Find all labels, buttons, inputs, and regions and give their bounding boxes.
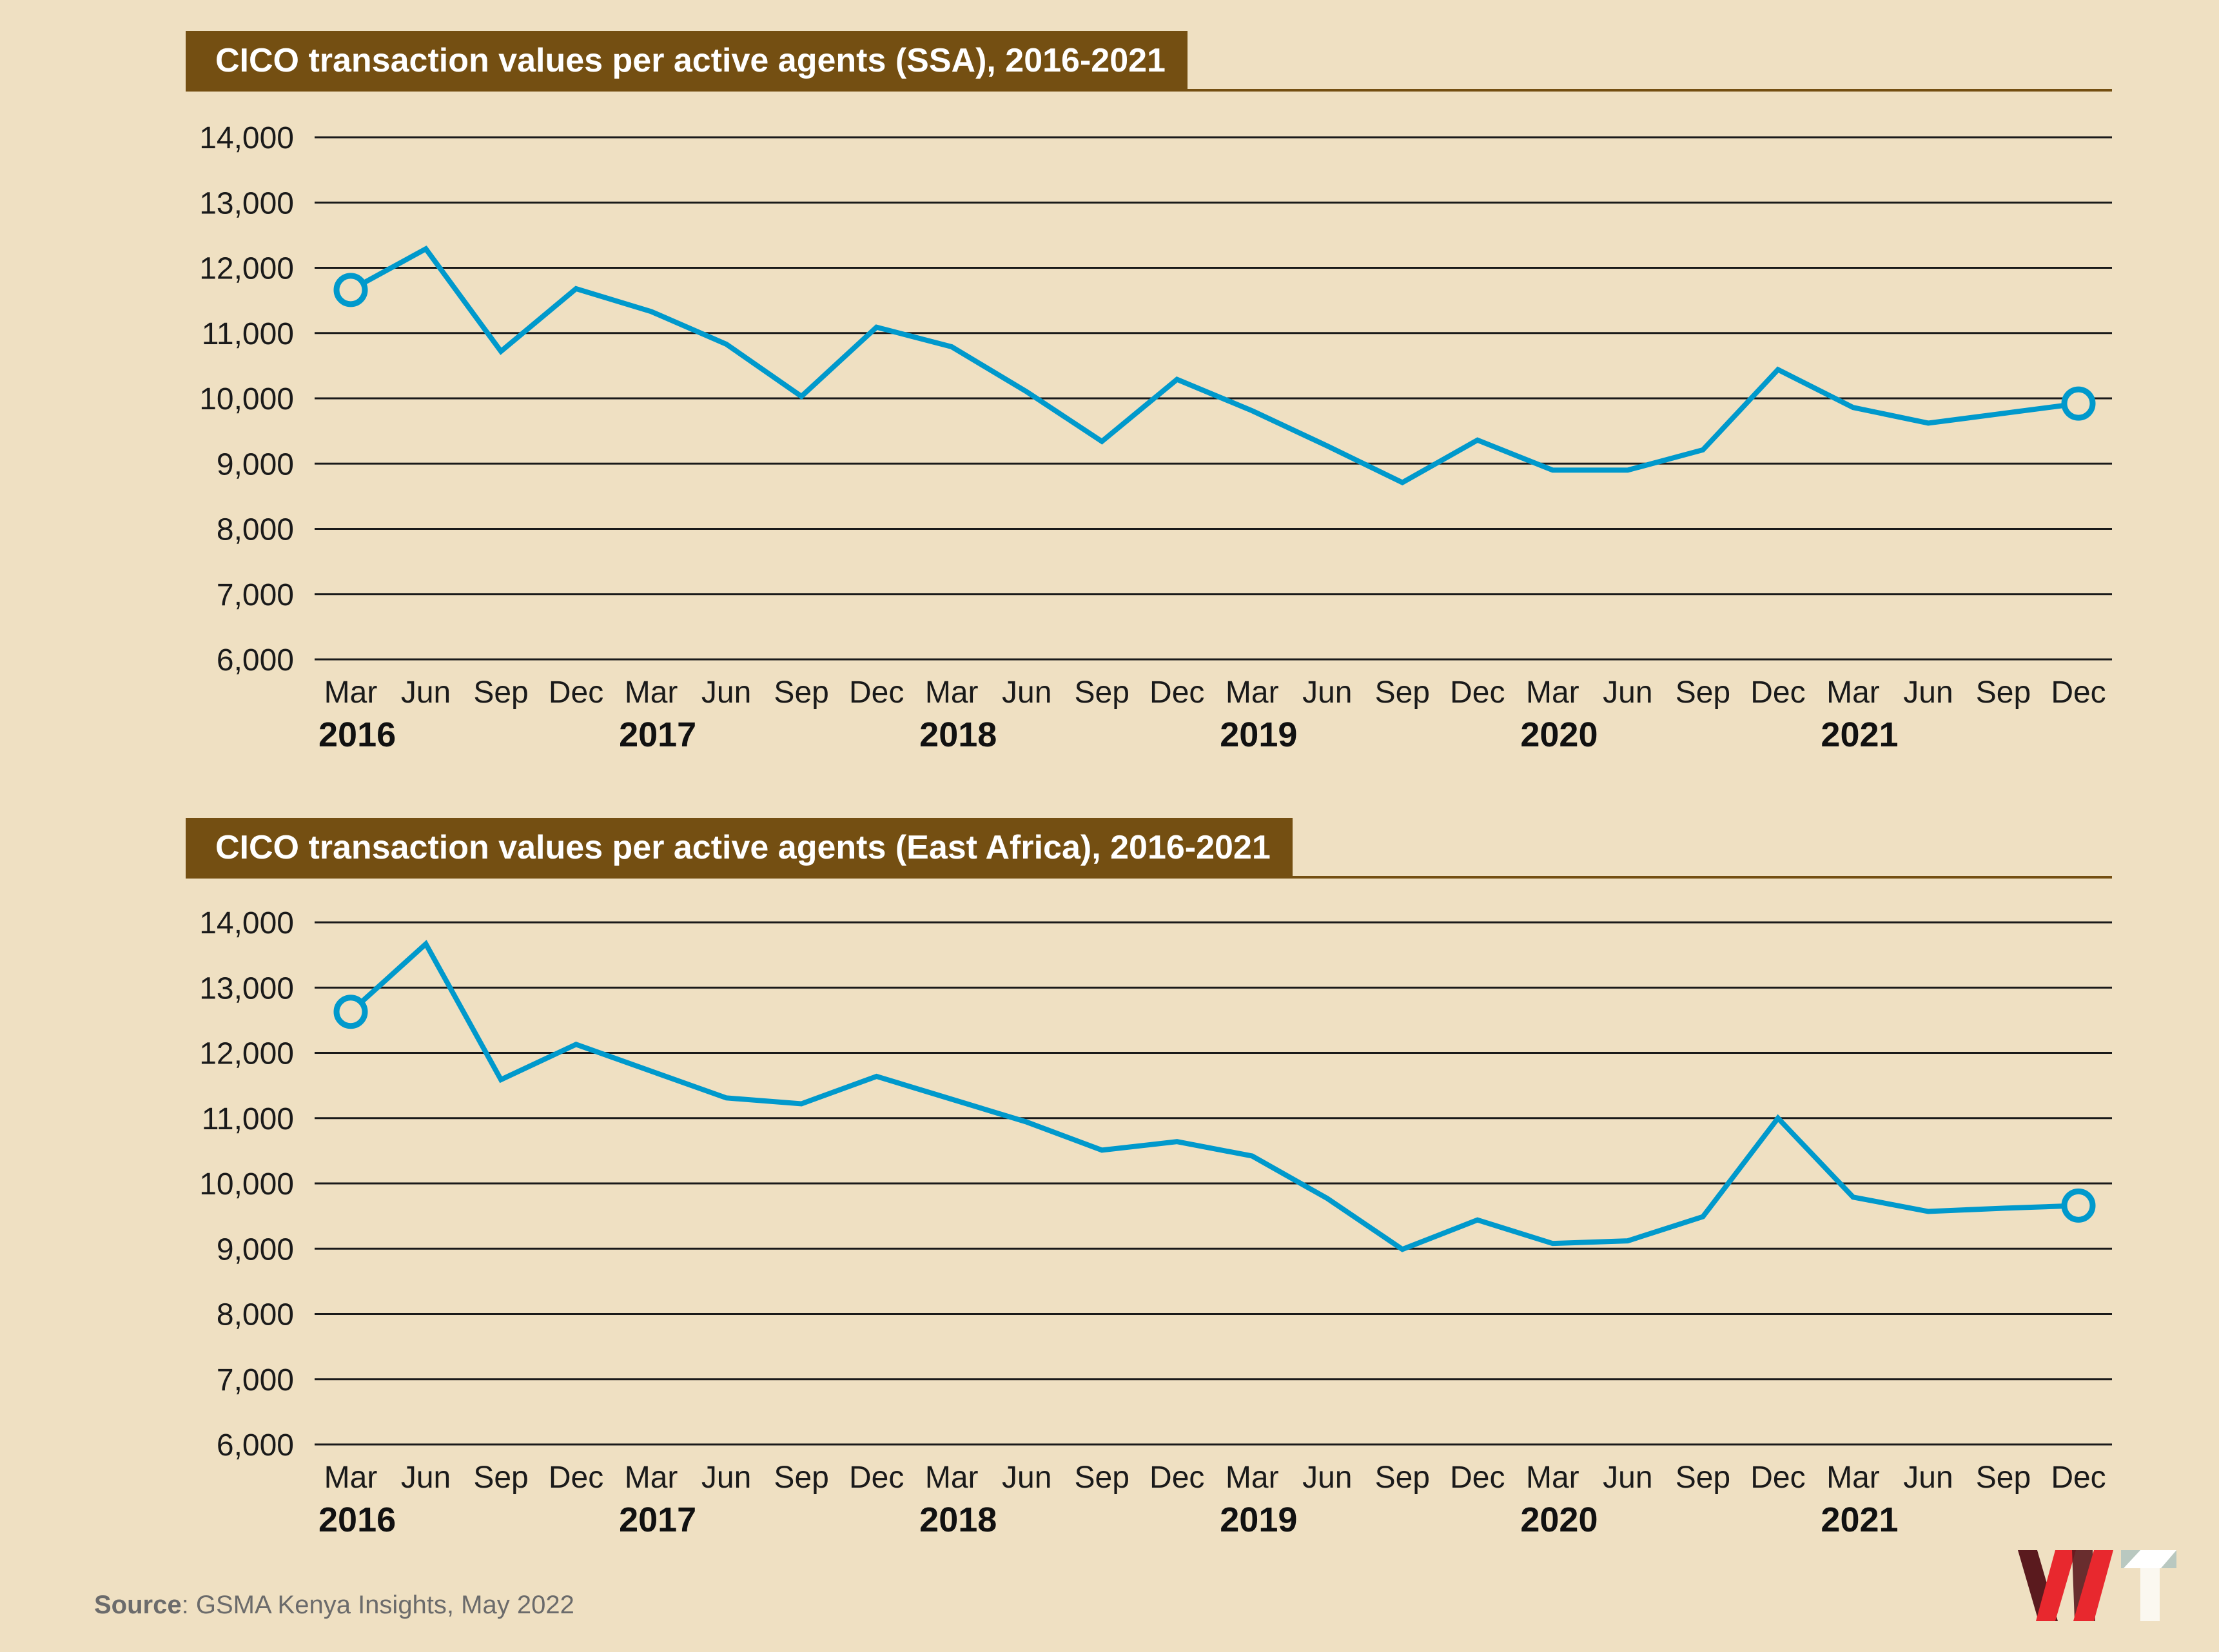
x-tick-label-month: Sep: [473, 675, 528, 710]
y-tick-label: 8,000: [217, 1298, 294, 1332]
source-text: : GSMA Kenya Insights, May 2022: [181, 1591, 574, 1619]
x-tick-label-year: 2018: [919, 715, 997, 754]
y-tick-label: 8,000: [217, 513, 294, 547]
y-tick-label: 6,000: [217, 1428, 294, 1463]
series-line: [349, 940, 2079, 1252]
x-tick-label-month: Dec: [2051, 675, 2106, 710]
x-tick-label-month: Mar: [324, 675, 378, 710]
x-tick-label-month: Mar: [324, 1461, 378, 1495]
x-tick-label-month: Jun: [1603, 675, 1652, 710]
source-label: Source: [94, 1591, 182, 1619]
y-tick-label: 11,000: [202, 317, 294, 351]
x-tick-label-year: 2020: [1520, 715, 1598, 754]
x-tick-label-month: Dec: [1149, 675, 1204, 710]
x-tick-label-month: Mar: [625, 675, 678, 710]
x-tick-label-month: Sep: [1075, 1461, 1129, 1495]
x-tick-label-year: 2021: [1821, 1501, 1898, 1539]
x-tick-label-month: Dec: [1750, 1461, 1805, 1495]
x-tick-label-year: 2019: [1220, 715, 1297, 754]
logo-t-stem: [2140, 1568, 2160, 1621]
x-tick-label-month: Sep: [1676, 675, 1730, 710]
x-tick-label-month: Dec: [2051, 1461, 2106, 1495]
y-tick-label: 11,000: [202, 1102, 294, 1136]
y-tick-label: 7,000: [217, 1363, 294, 1397]
x-tick-label-month: Jun: [1603, 1461, 1652, 1495]
chart-1-title-rule: [186, 89, 2112, 92]
endpoint-marker: [333, 273, 368, 307]
chart-2-title: CICO transaction values per active agent…: [186, 818, 1293, 877]
x-tick-label-year: 2016: [318, 1501, 396, 1539]
chart-2-east-africa: 14,000 13,000 12,000 11,000 10,000 9,000 8,000…: [199, 906, 2112, 1539]
x-tick-label-year: 2021: [1821, 715, 1898, 754]
source-note: Source: GSMA Kenya Insights, May 2022: [94, 1591, 574, 1620]
x-tick-label-year: 2020: [1520, 1501, 1598, 1539]
x-tick-label-year: 2016: [318, 715, 396, 754]
x-tick-label-month: Mar: [925, 675, 979, 710]
endpoint-marker: [333, 995, 368, 1029]
y-tick-label: 14,000: [199, 121, 294, 155]
x-tick-label-month: Sep: [1976, 1461, 2031, 1495]
x-tick-label-month: Mar: [1826, 1461, 1880, 1495]
x-tick-label-month: Sep: [1075, 675, 1129, 710]
y-tick-label: 6,000: [217, 643, 294, 677]
y-tick-label: 9,000: [217, 447, 294, 481]
x-tick-label-month: Dec: [849, 675, 904, 710]
x-tick-label-year: 2018: [919, 1501, 997, 1539]
x-tick-label-month: Sep: [774, 675, 828, 710]
x-tick-label-month: Mar: [1226, 675, 1279, 710]
x-tick-label-month: Sep: [1375, 675, 1430, 710]
logo-w-stroke-4: [2073, 1550, 2113, 1621]
y-tick-label: 12,000: [199, 1037, 294, 1071]
endpoint-marker: [2061, 386, 2096, 421]
x-tick-label-month: Jun: [401, 675, 451, 710]
x-tick-label-month: Jun: [1302, 1461, 1352, 1495]
x-tick-label-month: Dec: [849, 1461, 904, 1495]
x-tick-label-month: Sep: [473, 1461, 528, 1495]
y-tick-label: 10,000: [199, 382, 294, 416]
x-tick-label-month: Mar: [625, 1461, 678, 1495]
x-tick-label-month: Jun: [1903, 675, 1953, 710]
y-tick-label: 13,000: [199, 186, 294, 220]
endpoint-marker: [2061, 1188, 2096, 1223]
x-tick-label-month: Dec: [1149, 1461, 1204, 1495]
y-tick-label: 10,000: [199, 1167, 294, 1201]
x-tick-label-month: Jun: [1002, 1461, 1051, 1495]
x-tick-label-year: 2019: [1220, 1501, 1297, 1539]
x-tick-label-month: Jun: [1903, 1461, 1953, 1495]
x-tick-label-month: Jun: [1302, 675, 1352, 710]
x-tick-label-month: Dec: [549, 1461, 603, 1495]
x-tick-label-month: Mar: [1526, 675, 1579, 710]
x-tick-label-month: Sep: [1375, 1461, 1430, 1495]
x-tick-label-month: Mar: [1226, 1461, 1279, 1495]
x-tick-label-month: Sep: [774, 1461, 828, 1495]
y-tick-label: 9,000: [217, 1232, 294, 1267]
x-tick-label-month: Jun: [401, 1461, 451, 1495]
x-tick-label-year: 2017: [619, 715, 696, 754]
logo-t-bar-highlight: [2124, 1550, 2176, 1568]
series-line: [349, 245, 2079, 486]
logo-w-stroke-2: [2036, 1550, 2076, 1621]
x-tick-label-month: Mar: [925, 1461, 979, 1495]
x-tick-label-month: Mar: [1826, 675, 1880, 710]
chart-1-title: CICO transaction values per active agent…: [186, 31, 1188, 90]
wt-logo-icon: [2018, 1550, 2176, 1621]
x-tick-label-month: Dec: [1750, 675, 1805, 710]
x-tick-label-month: Dec: [1450, 1461, 1505, 1495]
y-tick-label: 13,000: [199, 971, 294, 1006]
y-tick-label: 7,000: [217, 578, 294, 612]
x-tick-label-month: Jun: [701, 675, 751, 710]
x-tick-label-month: Jun: [701, 1461, 751, 1495]
chart-2-title-rule: [186, 876, 2112, 879]
chart-1-ssa: 14,000 13,000 12,000 11,000 10,000 9,000 8,000…: [199, 121, 2112, 754]
x-tick-label-month: Jun: [1002, 675, 1051, 710]
y-tick-label: 12,000: [199, 252, 294, 286]
y-tick-label: 14,000: [199, 906, 294, 940]
x-tick-label-month: Sep: [1976, 675, 2031, 710]
x-tick-label-month: Mar: [1526, 1461, 1579, 1495]
x-tick-label-year: 2017: [619, 1501, 696, 1539]
x-tick-label-month: Sep: [1676, 1461, 1730, 1495]
x-tick-label-month: Dec: [549, 675, 603, 710]
x-tick-label-month: Dec: [1450, 675, 1505, 710]
